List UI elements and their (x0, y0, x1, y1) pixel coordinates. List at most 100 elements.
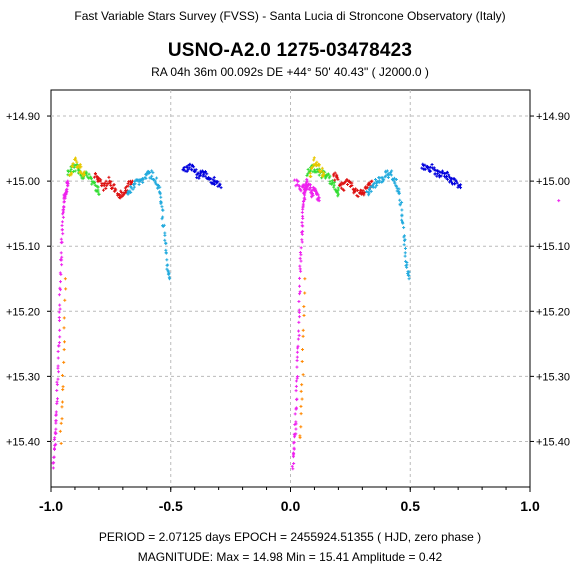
data-point (306, 167, 310, 171)
data-point (298, 264, 302, 268)
data-point (294, 407, 298, 411)
data-point (159, 200, 163, 204)
data-point (59, 280, 63, 284)
data-point (300, 383, 304, 387)
data-point (397, 191, 401, 195)
data-point (432, 168, 436, 172)
data-point (63, 194, 67, 198)
data-point (406, 272, 410, 276)
data-point (51, 466, 55, 470)
data-point (137, 183, 141, 187)
data-point (299, 259, 303, 263)
data-point (356, 195, 360, 199)
data-point (216, 184, 220, 188)
data-point (62, 360, 66, 364)
data-point (454, 178, 458, 182)
data-point (188, 162, 192, 166)
data-point (297, 329, 301, 333)
data-point (156, 183, 160, 187)
data-point (54, 427, 58, 431)
data-point (403, 251, 407, 255)
data-point (57, 319, 61, 323)
data-point (439, 170, 443, 174)
data-point (52, 455, 56, 459)
data-point (428, 165, 432, 169)
data-point (62, 326, 66, 330)
data-point (57, 370, 61, 374)
data-point (56, 397, 60, 401)
data-point (373, 185, 377, 189)
data-point (308, 186, 312, 190)
data-point (93, 181, 97, 185)
data-point (84, 171, 88, 175)
data-point (203, 174, 207, 178)
data-point (300, 220, 304, 224)
data-point (194, 168, 198, 172)
data-point (300, 397, 304, 401)
data-point (58, 303, 62, 307)
data-point (291, 467, 295, 471)
data-point (60, 224, 64, 228)
data-point (61, 232, 65, 236)
data-point (60, 258, 64, 262)
data-point (295, 183, 299, 187)
data-point (165, 258, 169, 262)
data-point (141, 177, 145, 181)
data-point (132, 185, 136, 189)
data-point (61, 215, 65, 219)
data-point (127, 191, 131, 195)
data-point (314, 164, 318, 168)
data-point (78, 162, 82, 166)
data-point (298, 434, 302, 438)
data-point (62, 348, 66, 352)
data-point (324, 174, 328, 178)
data-point (73, 169, 77, 173)
data-point (163, 238, 167, 242)
data-point (74, 158, 78, 162)
data-point (435, 174, 439, 178)
data-point (161, 208, 165, 212)
data-point (367, 188, 371, 192)
data-point (300, 224, 304, 228)
data-point (299, 425, 303, 429)
data-point (403, 238, 407, 242)
data-point (89, 175, 93, 179)
data-point (298, 290, 302, 294)
data-point (317, 173, 321, 177)
data-point (430, 162, 434, 166)
data-point (301, 214, 305, 218)
data-point (310, 167, 314, 171)
data-point (66, 182, 70, 186)
data-point (299, 404, 303, 408)
data-point (317, 164, 321, 168)
data-point (53, 430, 57, 434)
data-point (90, 177, 94, 181)
data-point (363, 191, 367, 195)
data-point (71, 165, 75, 169)
data-point (294, 427, 298, 431)
data-point (181, 167, 185, 171)
data-point (109, 183, 113, 187)
data-point (305, 177, 309, 181)
data-point (87, 172, 91, 176)
data-point (297, 184, 301, 188)
y-tick-label-left: +15.10 (6, 241, 40, 253)
data-point (60, 240, 64, 244)
data-point (437, 170, 441, 174)
data-point (211, 178, 215, 182)
data-point (297, 315, 301, 319)
data-point (98, 179, 102, 183)
data-point (298, 256, 302, 260)
data-point (407, 277, 411, 281)
data-point (367, 193, 371, 197)
data-point (70, 171, 74, 175)
data-point (336, 188, 340, 192)
data-point (377, 179, 381, 183)
data-point (331, 181, 335, 185)
data-point (294, 379, 298, 383)
data-point (219, 186, 223, 190)
data-point (294, 389, 298, 393)
data-point (299, 246, 303, 250)
data-point (122, 192, 126, 196)
data-point (182, 166, 186, 170)
